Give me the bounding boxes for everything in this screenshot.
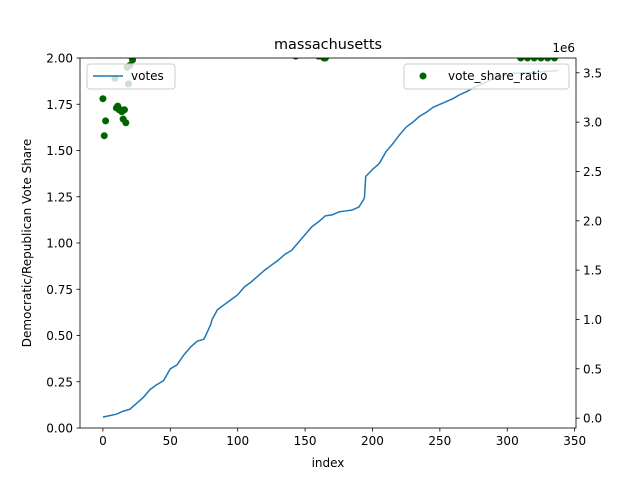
scatter-point bbox=[530, 58, 538, 62]
scatter-point bbox=[100, 132, 108, 140]
legend-votes: votes bbox=[86, 63, 176, 90]
y-tick-label: 0.50 bbox=[46, 329, 73, 343]
y-tick-label: 0.25 bbox=[46, 375, 73, 389]
scatter-point bbox=[523, 58, 531, 62]
scatter-point bbox=[129, 58, 137, 64]
y-tick-label: 1.25 bbox=[46, 190, 73, 204]
y-tick-label: 0.75 bbox=[46, 283, 73, 297]
legend-vote-share-ratio-box bbox=[403, 63, 570, 90]
y2-tick-label: 3.5 bbox=[583, 66, 602, 80]
y2-tick-label: 2.0 bbox=[583, 214, 602, 228]
x-tick-label: 100 bbox=[226, 434, 249, 448]
y2-tick-label: 2.5 bbox=[583, 165, 602, 179]
scatter-point bbox=[102, 117, 110, 125]
scatter-point bbox=[99, 95, 107, 103]
y-tick-label: 1.75 bbox=[46, 98, 73, 112]
scatter-point bbox=[537, 58, 545, 62]
y2-tick-label: 0.5 bbox=[583, 362, 602, 376]
y2-tick-label: 3.0 bbox=[583, 116, 602, 130]
plot-area bbox=[80, 58, 576, 428]
y-tick-label: 2.00 bbox=[46, 52, 73, 66]
y2-tick-label: 0.0 bbox=[583, 412, 602, 426]
legend-votes-label: votes bbox=[131, 69, 164, 83]
y-axis-left: 0.00 0.25 0.50 0.75 1.00 1.25 1.50 1.75 2.00 bbox=[46, 52, 80, 436]
scatter-point bbox=[120, 106, 128, 114]
y-axis-label: Democratic/Republican Vote Share bbox=[20, 139, 34, 347]
x-axis-label: index bbox=[312, 456, 345, 470]
y2-tick-label: 1.0 bbox=[583, 313, 602, 327]
legend-vote-share-ratio: vote_share_ratio bbox=[403, 63, 570, 90]
scatter-point bbox=[292, 58, 299, 60]
y2-tick-label: 1.5 bbox=[583, 264, 602, 278]
legend-votes-box bbox=[86, 63, 176, 90]
scatter-point bbox=[544, 58, 552, 62]
y2-offset-label: 1e6 bbox=[552, 41, 575, 55]
scatter-point bbox=[550, 58, 558, 62]
legend-vote-share-ratio-label: vote_share_ratio bbox=[448, 69, 547, 83]
x-tick-label: 200 bbox=[361, 434, 384, 448]
x-axis: 0 50 100 150 200 250 300 350 bbox=[99, 428, 586, 448]
x-tick-label: 250 bbox=[428, 434, 451, 448]
x-tick-label: 150 bbox=[294, 434, 317, 448]
x-tick-label: 300 bbox=[496, 434, 519, 448]
x-tick-label: 50 bbox=[163, 434, 178, 448]
scatter-point bbox=[122, 119, 130, 127]
legend-vote-share-ratio-swatch bbox=[419, 72, 427, 80]
x-tick-label: 350 bbox=[563, 434, 586, 448]
x-tick-label: 0 bbox=[99, 434, 107, 448]
y-tick-label: 1.50 bbox=[46, 144, 73, 158]
y-tick-label: 1.00 bbox=[46, 237, 73, 251]
scatter-point bbox=[323, 58, 330, 60]
chart-title: massachusetts bbox=[274, 37, 382, 53]
y-axis-right: 0.0 0.5 1.0 1.5 2.0 2.5 3.0 3.5 bbox=[576, 66, 602, 426]
y-tick-label: 0.00 bbox=[46, 422, 73, 436]
scatter-point bbox=[517, 58, 525, 62]
